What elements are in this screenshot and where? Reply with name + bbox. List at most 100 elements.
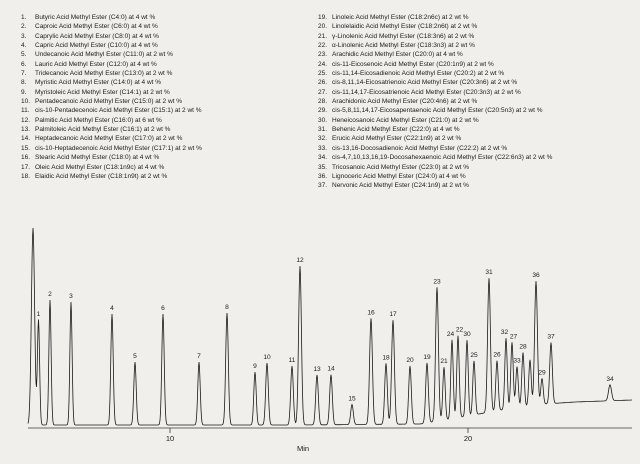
legend-item-text: Tricosanoic Acid Methyl Ester (C23:0) at… (332, 163, 470, 171)
legend-item-text: Arachidonic Acid Methyl Ester (C20:4n6) … (332, 98, 478, 106)
legend-item: 14. Heptadecanoic Acid Methyl Ester (C17:… (21, 134, 318, 143)
legend-item-number: 5. (21, 51, 27, 59)
legend-item-text: Myristic Acid Methyl Ester (C14:0) at 4 … (35, 79, 162, 87)
peak-label: 31 (485, 269, 493, 276)
legend-item-text: cis-5,8,11,14,17-Eicosapentaenoic Acid M… (332, 107, 543, 115)
x-axis-title: Min (297, 444, 309, 453)
chromatogram-trace (27, 227, 632, 426)
legend-item-number: 32. (318, 135, 328, 143)
legend-item-number: 23. (318, 51, 328, 59)
legend-item-text: Palmitic Acid Methyl Ester (C16:0) at 6 … (35, 116, 162, 124)
peak-label: 16 (367, 309, 375, 316)
peak-label: 22 (456, 327, 464, 334)
legend-item-text: Palmitoleic Acid Methyl Ester (C16:1) at… (35, 126, 171, 134)
legend-item: 31. Behenic Acid Methyl Ester (C22:0) at … (318, 125, 634, 134)
legend-item: 26. cis-8,11,14-Eicosatrienoic Acid Methy… (318, 78, 634, 87)
legend-item-number: 16. (21, 154, 31, 162)
peak-label: 4 (110, 305, 114, 312)
legend-item: 9. Myristoleic Acid Methyl Ester (C14:1) … (21, 88, 318, 97)
legend-item-number: 24. (318, 60, 328, 68)
legend-item-number: 1. (21, 14, 27, 21)
peak-label: 24 (447, 331, 455, 338)
legend-item: 27. cis-11,14,17-Eicosatrienoic Acid Meth… (318, 88, 634, 97)
legend-item-text: Undecanoic Acid Methyl Ester (C11:0) at … (35, 51, 173, 59)
legend-item-number: 2. (21, 23, 27, 31)
legend-item-number: 35. (318, 163, 328, 171)
peak-label: 23 (433, 278, 441, 285)
legend-item-text: Lignoceric Acid Methyl Ester (C24:0) at … (332, 172, 466, 180)
peak-label: 5 (133, 353, 137, 360)
legend-item-text: cis-11-Eicosenoic Acid Methyl Ester (C20… (332, 60, 494, 68)
peak-label: 32 (501, 329, 509, 336)
legend-item: 10. Pentadecanoic Acid Methyl Ester (C15:… (21, 97, 318, 106)
legend-item: 11. cis-10-Pentadecenoic Acid Methyl Este… (21, 106, 318, 115)
peak-label: 15 (348, 396, 356, 403)
peak-label: 11 (289, 357, 296, 364)
peak-label: 36 (532, 272, 540, 279)
legend-item-text: Caproic Acid Methyl Ester (C6:0) at 4 wt… (35, 23, 158, 31)
peak-label: 9 (253, 363, 257, 370)
legend-item: 19. Linoleic Acid Methyl Ester (C18:2n6c)… (318, 13, 634, 22)
legend-item-number: 3. (21, 32, 27, 40)
legend-item: 29. cis-5,8,11,14,17-Eicosapentaenoic Aci… (318, 106, 634, 115)
legend-item: 12. Palmitic Acid Methyl Ester (C16:0) at… (21, 116, 318, 125)
legend-item: 28. Arachidonic Acid Methyl Ester (C20:4n… (318, 97, 634, 106)
legend-item-text: Behenic Acid Methyl Ester (C22:0) at 4 w… (332, 126, 460, 134)
legend-item-text: Pentadecanoic Acid Methyl Ester (C15:0) … (35, 98, 183, 106)
legend-item-number: 13. (21, 126, 31, 134)
legend-item-number: 34. (318, 154, 328, 162)
legend-item: 21. γ-Linolenic Acid Methyl Ester (C18:3n… (318, 32, 634, 41)
legend-item-text: Arachidic Acid Methyl Ester (C20:0) at 4… (332, 51, 463, 59)
legend-item-text: cis-10-Pentadecenoic Acid Methyl Ester (… (35, 107, 202, 115)
legend-item-number: 22. (318, 42, 328, 50)
legend-item-number: 12. (21, 116, 31, 124)
legend-item-text: Linolelaidic Acid Methyl Ester (C18:2n6t… (332, 23, 478, 31)
legend-item-number: 30. (318, 116, 328, 124)
legend-item-number: 21. (318, 32, 328, 40)
peak-label: 37 (547, 334, 555, 341)
legend-item-number: 15. (21, 144, 31, 152)
legend-item-text: Butyric Acid Methyl Ester (C4:0) at 4 wt… (35, 14, 156, 21)
legend-item: 5. Undecanoic Acid Methyl Ester (C11:0) a… (21, 50, 318, 59)
legend-item-text: γ-Linolenic Acid Methyl Ester (C18:3n6) … (332, 32, 475, 40)
legend-column-right: 19. Linoleic Acid Methyl Ester (C18:2n6c)… (318, 13, 634, 191)
legend-item-text: cis-11,14-Eicosadienoic Acid Methyl Este… (332, 70, 505, 78)
legend-item-text: Capric Acid Methyl Ester (C10:0) at 4 wt… (35, 42, 158, 50)
legend-item-text: Tridecanoic Acid Methyl Ester (C13:0) at… (35, 70, 173, 78)
legend-item-text: Elaidic Acid Methyl Ester (C18:1n9t) at … (35, 172, 168, 180)
legend-item: 35. Tricosanoic Acid Methyl Ester (C23:0)… (318, 163, 634, 172)
legend-item-number: 25. (318, 70, 328, 78)
legend-item-number: 14. (21, 135, 31, 143)
x-axis-tick-label: 10 (166, 434, 174, 443)
peak-label: 29 (538, 369, 546, 376)
legend-item-text: Stearic Acid Methyl Ester (C18:0) at 4 w… (35, 154, 160, 162)
legend-item-number: 20. (318, 23, 328, 31)
legend-item: 13. Palmitoleic Acid Methyl Ester (C16:1)… (21, 125, 318, 134)
legend-item-text: cis-11,14,17-Eicosatrienoic Acid Methyl … (332, 88, 521, 96)
peak-label: 34 (606, 376, 614, 383)
legend-item: 8. Myristic Acid Methyl Ester (C14:0) at … (21, 78, 318, 87)
peak-label: 30 (463, 331, 471, 338)
legend-item-number: 29. (318, 107, 328, 115)
legend-item: 2. Caproic Acid Methyl Ester (C6:0) at 4 … (21, 22, 318, 31)
legend-item-number: 8. (21, 79, 27, 87)
peak-label: 18 (382, 354, 390, 361)
x-axis-tick-label: 20 (464, 434, 472, 443)
legend-item-number: 33. (318, 144, 328, 152)
legend-item-text: Heptadecanoic Acid Methyl Ester (C17:0) … (35, 135, 183, 143)
legend-item: 16. Stearic Acid Methyl Ester (C18:0) at … (21, 153, 318, 162)
peak-label: 20 (406, 357, 414, 364)
legend-item-number: 17. (21, 163, 31, 171)
legend-item: 22. α-Linolenic Acid Methyl Ester (C18:3n… (318, 41, 634, 50)
legend-item-number: 26. (318, 79, 328, 87)
legend-item-number: 11. (21, 107, 30, 115)
peak-label: 2 (48, 291, 52, 298)
legend-item: 25. cis-11,14-Eicosadienoic Acid Methyl E… (318, 69, 634, 78)
legend-item: 1. Butyric Acid Methyl Ester (C4:0) at 4 … (21, 13, 318, 22)
legend-item-text: Caprylic Acid Methyl Ester (C8:0) at 4 w… (35, 32, 159, 40)
legend-item-number: 9. (21, 88, 27, 96)
legend-item-number: 6. (21, 60, 27, 68)
legend-item: 23. Arachidic Acid Methyl Ester (C20:0) a… (318, 50, 634, 59)
peak-label: 7 (197, 353, 201, 360)
